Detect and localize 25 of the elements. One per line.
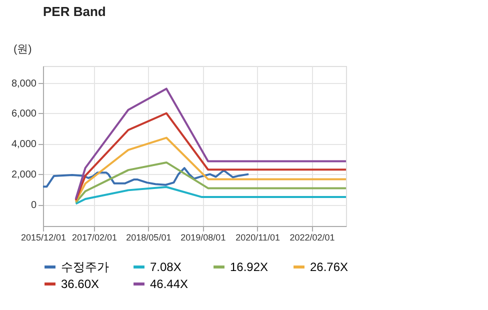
y-axis-title: (원) [14,44,32,56]
y-tick-label: 8,000 [11,78,37,90]
y-tick-label: 0 [30,200,37,212]
x-tick-label: 2019/08/01 [180,232,226,242]
line-series [43,167,250,188]
chart-title: PER Band [43,4,106,19]
legend-label: 수정주가 [61,260,109,274]
y-tick-label: 6,000 [11,108,37,120]
line-series [74,136,346,202]
x-tick-label: 2017/02/01 [72,232,118,242]
legend-label: 26.76X [310,260,348,274]
legend-label: 46.44X [150,277,188,291]
x-tick-label: 2022/02/01 [290,232,335,242]
x-tick-label: 2020/11/01 [236,232,280,242]
x-tick-label: 2018/05/01 [126,232,172,242]
y-tick-label: 2,000 [11,170,37,181]
line-series [74,112,346,202]
x-tick-label: 2015/12/01 [20,232,66,242]
legend-label: 16.92X [230,260,268,274]
line-series [74,161,346,204]
line-series [74,88,346,200]
y-tick-label: 4,000 [11,139,37,150]
legend-label: 7.08X [150,260,182,274]
line-series [74,186,346,205]
legend-label: 36.60X [61,277,100,291]
